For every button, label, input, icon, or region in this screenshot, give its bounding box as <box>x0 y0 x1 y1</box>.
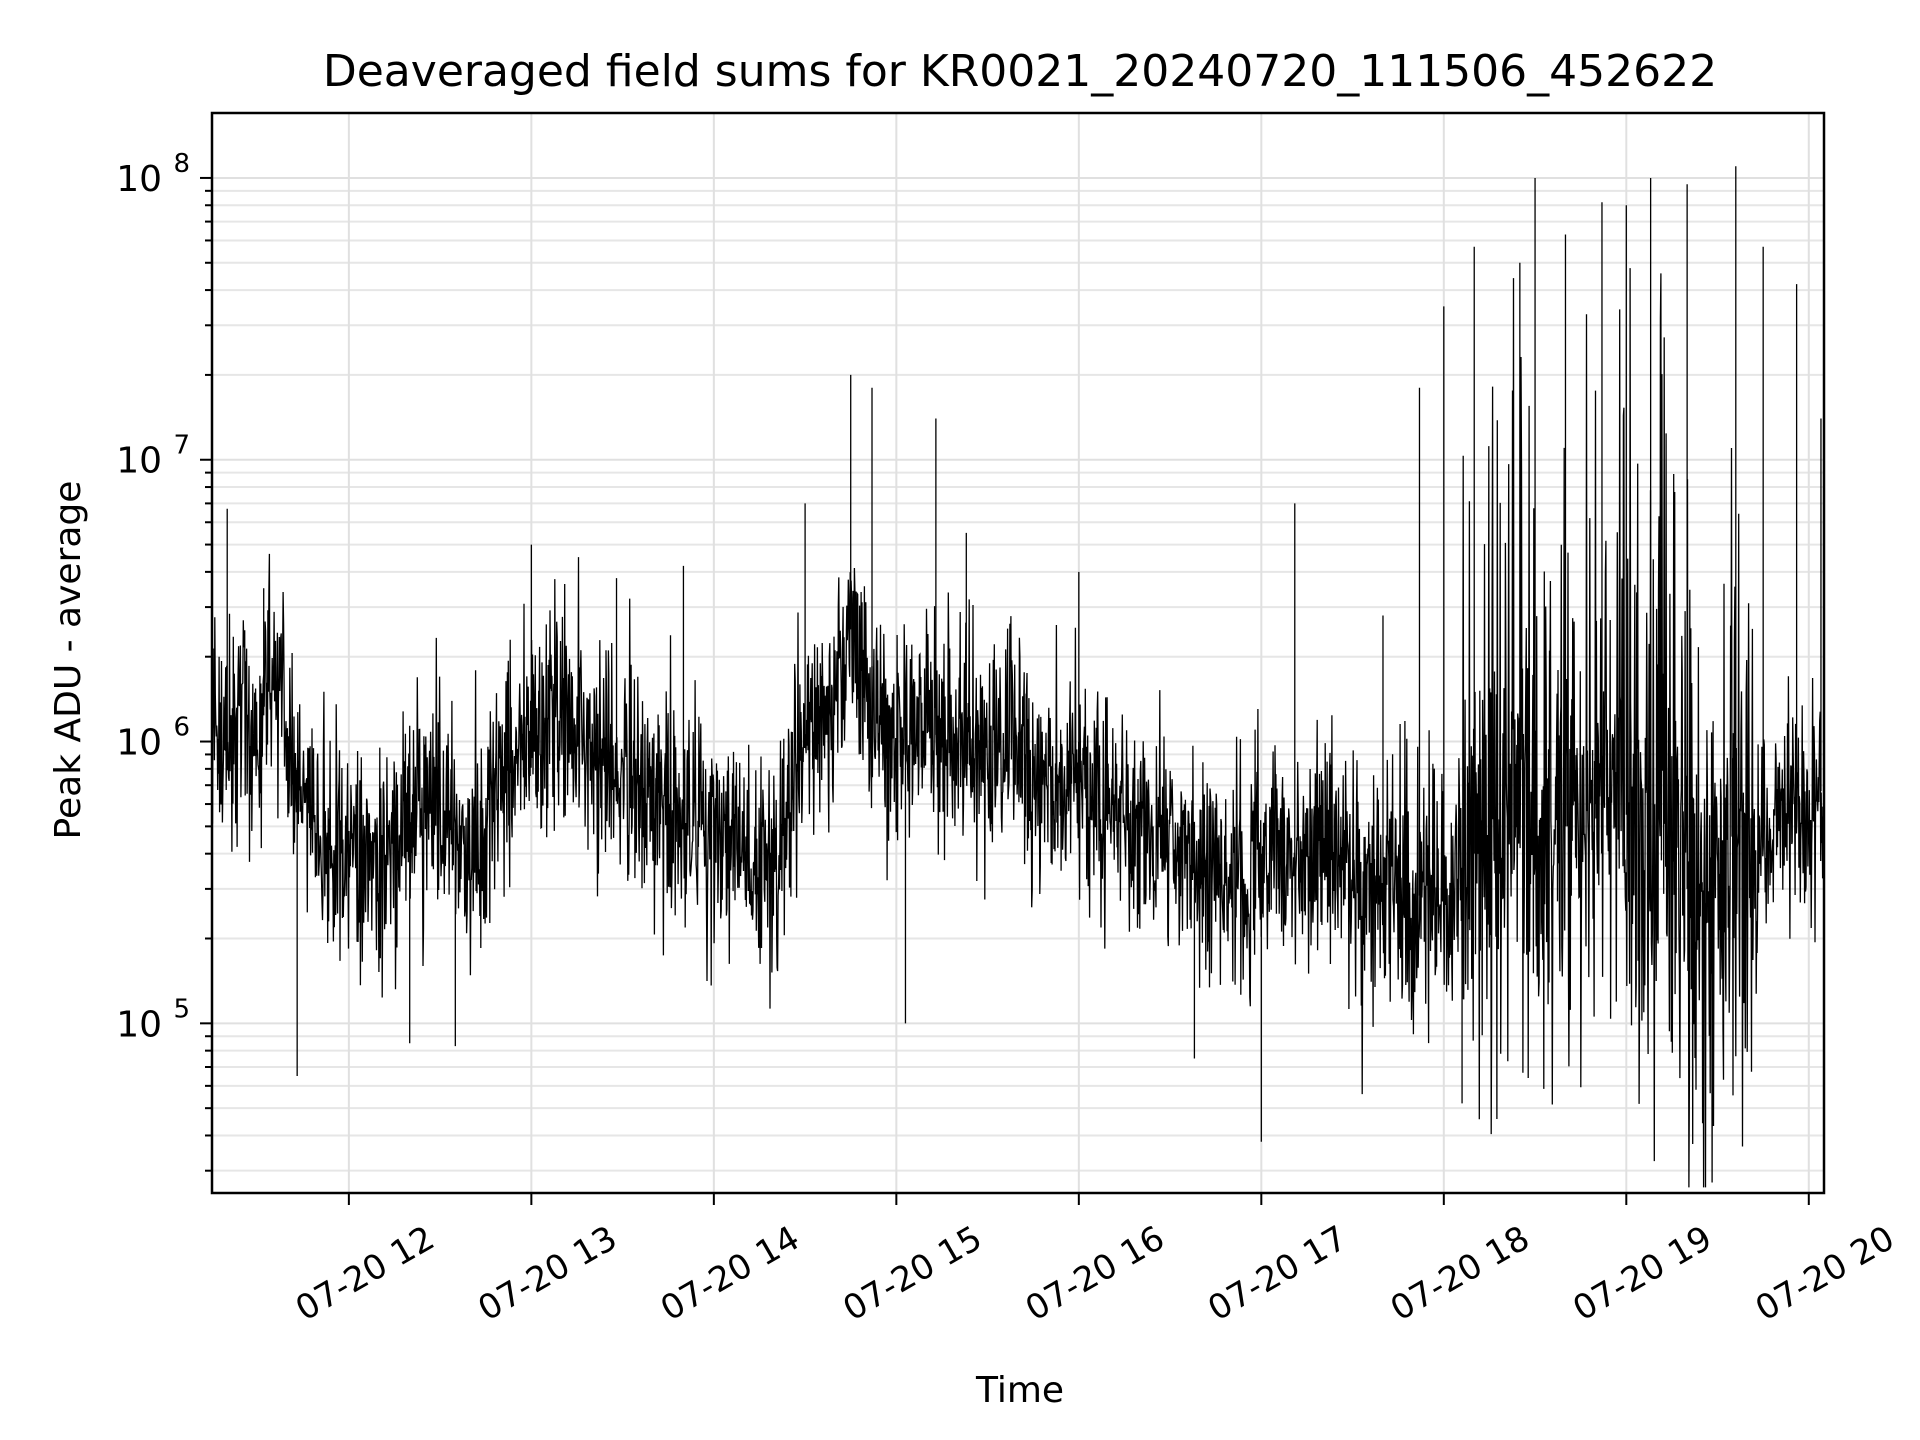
y-tick-label-exponent: 8 <box>173 149 190 179</box>
y-tick-label: 10 <box>116 441 162 482</box>
chart-title: Deaveraged field sums for KR0021_2024072… <box>323 46 1717 97</box>
y-tick-label-exponent: 5 <box>173 994 190 1024</box>
series-layer <box>211 166 1825 1188</box>
x-axis-label: Time <box>975 1370 1064 1411</box>
series-line <box>211 268 1825 1188</box>
y-axis-label: Peak ADU - average <box>48 481 89 840</box>
y-tick-label: 10 <box>116 723 162 764</box>
plot-frame <box>210 111 1826 1195</box>
y-tick-label: 10 <box>116 159 162 200</box>
y-tick-label: 10 <box>116 1004 162 1045</box>
y-tick-label-exponent: 7 <box>173 431 190 461</box>
y-tick-label-exponent: 6 <box>173 713 190 743</box>
